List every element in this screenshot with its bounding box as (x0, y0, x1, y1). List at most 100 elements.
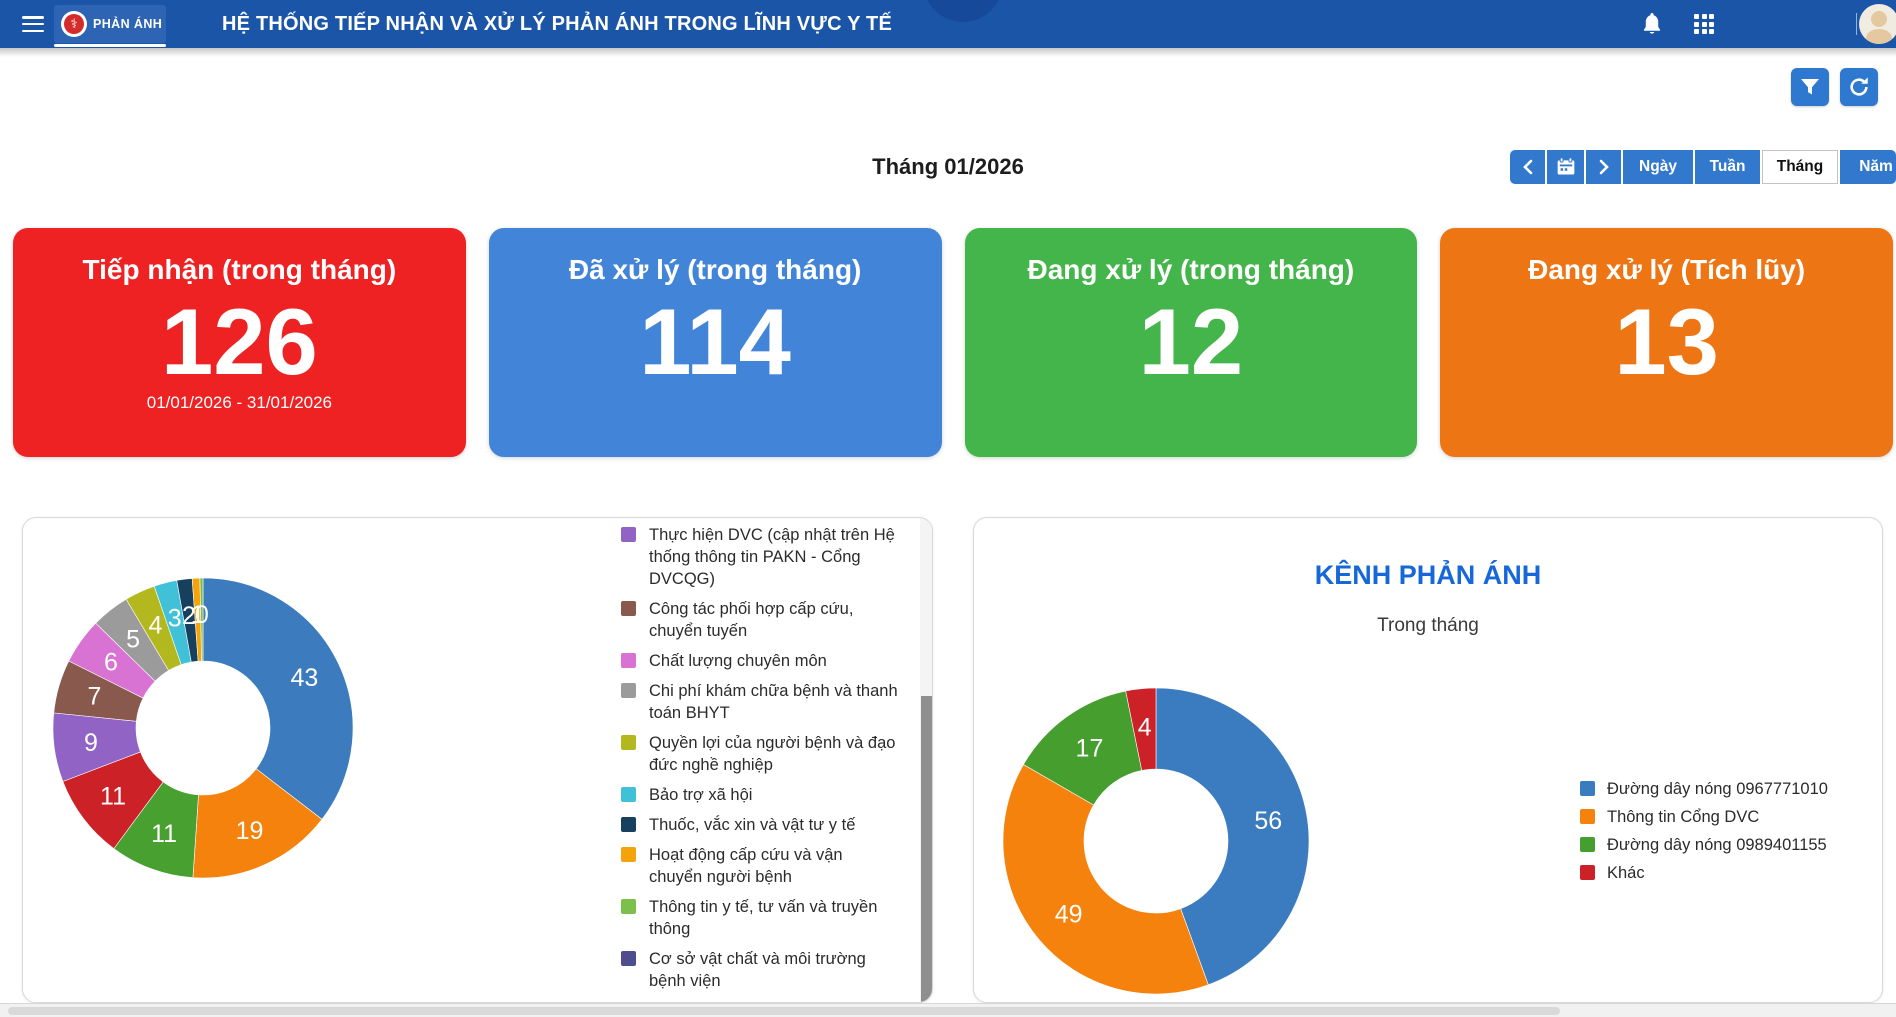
donut-slice-value: 17 (1076, 734, 1104, 762)
donut-slice-value: 56 (1254, 807, 1282, 835)
legend-swatch (621, 787, 636, 802)
legend-item[interactable]: Đường dây nóng 0967771010 (1580, 780, 1828, 798)
donut-slice-value: 5 (126, 625, 140, 653)
card-date-range: 01/01/2026 - 31/01/2026 (146, 393, 333, 412)
legend-swatch (621, 951, 636, 966)
view-year-button[interactable]: Năm (1840, 150, 1896, 184)
legend-item[interactable]: Chất lượng chuyên môn (621, 650, 899, 672)
donut-slice[interactable] (199, 577, 204, 662)
legend-item[interactable]: Thực hiện DVC (cập nhật trên Hệ thống th… (621, 524, 899, 590)
legend-label: Chất lượng chuyên môn (649, 652, 827, 670)
channels-chart-card: KÊNH PHẢN ÁNH Trong tháng 56 49 17 4 Đường … (973, 517, 1883, 1003)
legend-item[interactable]: Thuốc, vắc xin và vật tư y tế (621, 814, 899, 836)
legend-item[interactable]: Hoạt động cấp cứu và vận chuyển người bệ… (621, 844, 899, 888)
page-title: HỆ THỐNG TIẾP NHẬN VÀ XỬ LÝ PHẢN ÁNH TRO… (222, 13, 892, 35)
notifications-button[interactable] (1638, 10, 1666, 38)
legend-label: Thông tin Cổng DVC (1607, 808, 1760, 826)
view-week-button[interactable]: Tuần (1695, 150, 1760, 184)
donut-slice-value: 43 (290, 664, 318, 692)
legend-swatch (1580, 865, 1595, 880)
donut-slice[interactable] (1125, 687, 1157, 771)
legend-item[interactable]: Quyền lợi của người bệnh và đạo đức nghề… (621, 732, 899, 776)
donut-slice-value: 4 (1138, 714, 1152, 742)
menu-icon[interactable] (22, 16, 46, 33)
chart-title: KÊNH PHẢN ÁNH (1314, 560, 1542, 590)
categories-chart-card: 43 19 11 11 9 7 6 5 4 3 2 1 0 Thực hiện DVC (cập nhậ… (22, 517, 933, 1003)
legend-label: Quyền lợi của người bệnh và đạo đức nghề… (649, 734, 896, 774)
donut-slice-value: 6 (104, 648, 118, 676)
card-value: 13 (1614, 289, 1719, 394)
view-month-button[interactable]: Tháng (1762, 150, 1838, 184)
legend-scrollbar-track[interactable] (920, 518, 932, 1002)
donut-slice[interactable] (1155, 687, 1310, 986)
legend-label: Thông tin y tế, tư vấn và truyền thông (649, 898, 878, 938)
user-avatar[interactable] (1859, 4, 1896, 44)
brand-tab[interactable]: ⚕ PHẢN ÁNH (54, 5, 166, 43)
legend-item[interactable]: Thông tin y tế, tư vấn và truyền thông (621, 896, 899, 940)
donut-slice-value: 1 (191, 601, 205, 629)
card-processing-cumulative[interactable]: Đang xử lý (Tích lũy) 13 (1440, 228, 1893, 457)
legend-swatch (621, 527, 636, 542)
legend-item[interactable]: Thông tin Cổng DVC (1580, 808, 1828, 826)
legend-item[interactable]: Công tác phối hợp cấp cứu, chuyển tuyến (621, 598, 899, 642)
card-title: Đã xử lý (trong tháng) (568, 254, 862, 285)
chevron-right-icon (1599, 159, 1609, 175)
legend-item[interactable]: Khác (1580, 864, 1828, 882)
card-title: Tiếp nhận (trong tháng) (82, 254, 397, 285)
donut-slice-value: 19 (236, 817, 264, 845)
legend-swatch (621, 601, 636, 616)
donut-slice[interactable] (1002, 764, 1209, 995)
legend-swatch (621, 899, 636, 914)
filter-icon (1801, 78, 1819, 94)
donut-slice-value: 3 (168, 605, 182, 633)
apps-button[interactable] (1690, 10, 1718, 38)
horizontal-scrollbar-thumb[interactable] (8, 1007, 1560, 1015)
calendar-icon (1557, 157, 1574, 175)
donut-slice-value: 7 (88, 683, 102, 711)
legend-item[interactable]: Bảo trợ xã hội (621, 784, 899, 806)
card-value: 114 (639, 289, 791, 394)
prev-period-button[interactable] (1510, 150, 1545, 184)
donut-slice-value: 11 (151, 820, 177, 848)
legend-label: Thực hiện DVC (cập nhật trên Hệ thống th… (649, 526, 895, 588)
horizontal-scrollbar-track[interactable] (0, 1003, 1896, 1017)
donut-slice[interactable] (192, 768, 323, 879)
brand-active-underline (54, 44, 166, 47)
donut-slice-value: 4 (148, 612, 162, 640)
legend-scrollbar-thumb[interactable] (920, 696, 932, 1002)
legend-item[interactable]: Chi phí khám chữa bệnh và thanh toán BHY… (621, 680, 899, 724)
legend-label: Đường dây nóng 0989401155 (1607, 836, 1827, 854)
next-period-button[interactable] (1586, 150, 1621, 184)
legend-swatch (621, 653, 636, 668)
card-processed-month[interactable]: Đã xử lý (trong tháng) 114 (488, 228, 942, 457)
topbar-divider (1856, 13, 1857, 35)
card-title: Đang xử lý (Tích lũy) (1528, 254, 1806, 285)
channels-donut-chart: 56 49 17 4 (1002, 687, 1310, 995)
view-day-button[interactable]: Ngày (1623, 150, 1693, 184)
card-received-month[interactable]: Tiếp nhận (trong tháng) 126 01/01/2026 -… (13, 228, 466, 457)
legend-swatch (621, 847, 636, 862)
ministry-of-health-logo-icon: ⚕ (61, 11, 87, 37)
topbar-shadow (0, 48, 1896, 57)
refresh-button[interactable] (1840, 68, 1878, 106)
donut-slice-value: 49 (1055, 900, 1083, 928)
legend-label: Đường dây nóng 0967771010 (1607, 780, 1828, 798)
legend-item[interactable]: Đường dây nóng 0989401155 (1580, 836, 1828, 854)
stat-cards-row: Tiếp nhận (trong tháng) 126 01/01/2026 -… (13, 228, 1893, 457)
filter-button[interactable] (1791, 68, 1829, 106)
card-processing-month[interactable]: Đang xử lý (trong tháng) 12 (964, 228, 1418, 457)
chevron-left-icon (1522, 159, 1532, 175)
apps-grid-icon (1694, 14, 1714, 34)
donut-slice-value: 9 (84, 729, 98, 757)
donut-slice-value: 11 (100, 782, 126, 810)
legend-label: Bảo trợ xã hội (649, 786, 753, 804)
legend-swatch (621, 735, 636, 750)
calendar-button[interactable] (1547, 150, 1584, 184)
legend-label: Chi phí khám chữa bệnh và thanh toán BHY… (649, 682, 898, 722)
legend-label: Công tác phối hợp cấp cứu, chuyển tuyến (649, 600, 854, 640)
categories-legend: Thực hiện DVC (cập nhật trên Hệ thống th… (621, 524, 921, 1002)
legend-label: Thuốc, vắc xin và vật tư y tế (649, 816, 856, 834)
donut-slice[interactable] (202, 577, 354, 820)
legend-item[interactable]: Cơ sở vật chất và môi trường bệnh viện (621, 948, 899, 992)
channels-legend: Đường dây nóng 0967771010 Thông tin Cổng … (1580, 780, 1828, 892)
